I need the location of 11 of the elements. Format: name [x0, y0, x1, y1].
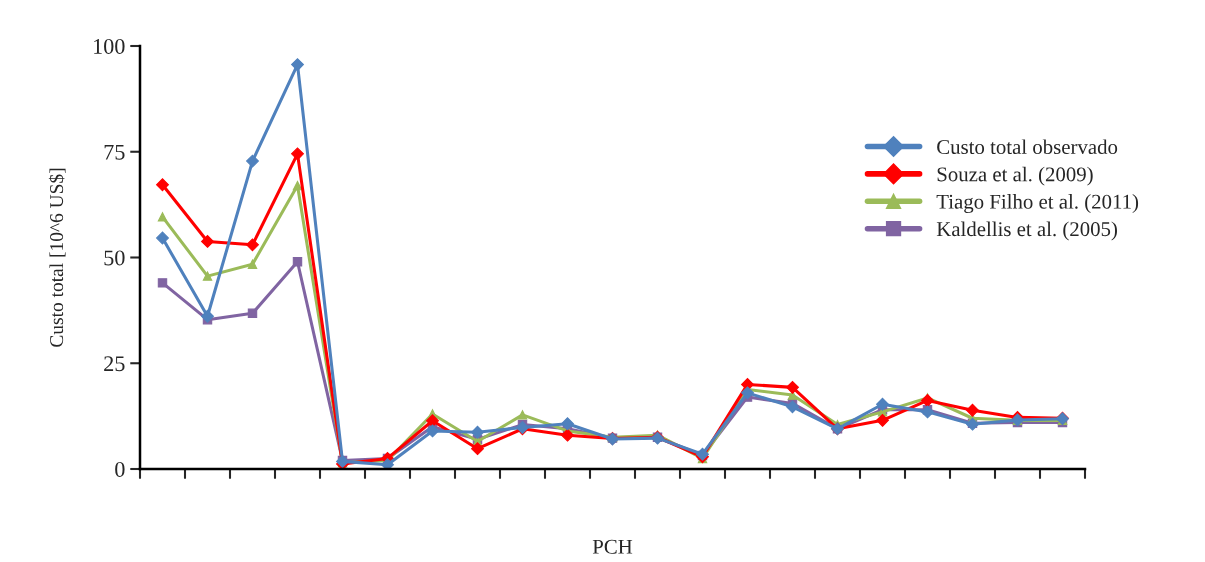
y-tick-label: 50	[104, 250, 125, 266]
legend-label: Kaldellis et al. (2005)	[936, 221, 1117, 241]
y-tick-label: 75	[104, 144, 125, 160]
legend-label: Tiago Filho et al. (2011)	[936, 194, 1139, 214]
legend-label: Custo total observado	[937, 139, 1118, 155]
x-axis-title: PCH	[592, 539, 633, 554]
y-tick-label: 25	[104, 356, 125, 372]
y-tick-label: 100	[94, 38, 125, 54]
y-axis-title: Custo total [10^6 US$]	[48, 168, 66, 347]
y-tick-label: 0	[115, 461, 125, 477]
legend-label: Souza et al. (2009)	[937, 166, 1093, 186]
